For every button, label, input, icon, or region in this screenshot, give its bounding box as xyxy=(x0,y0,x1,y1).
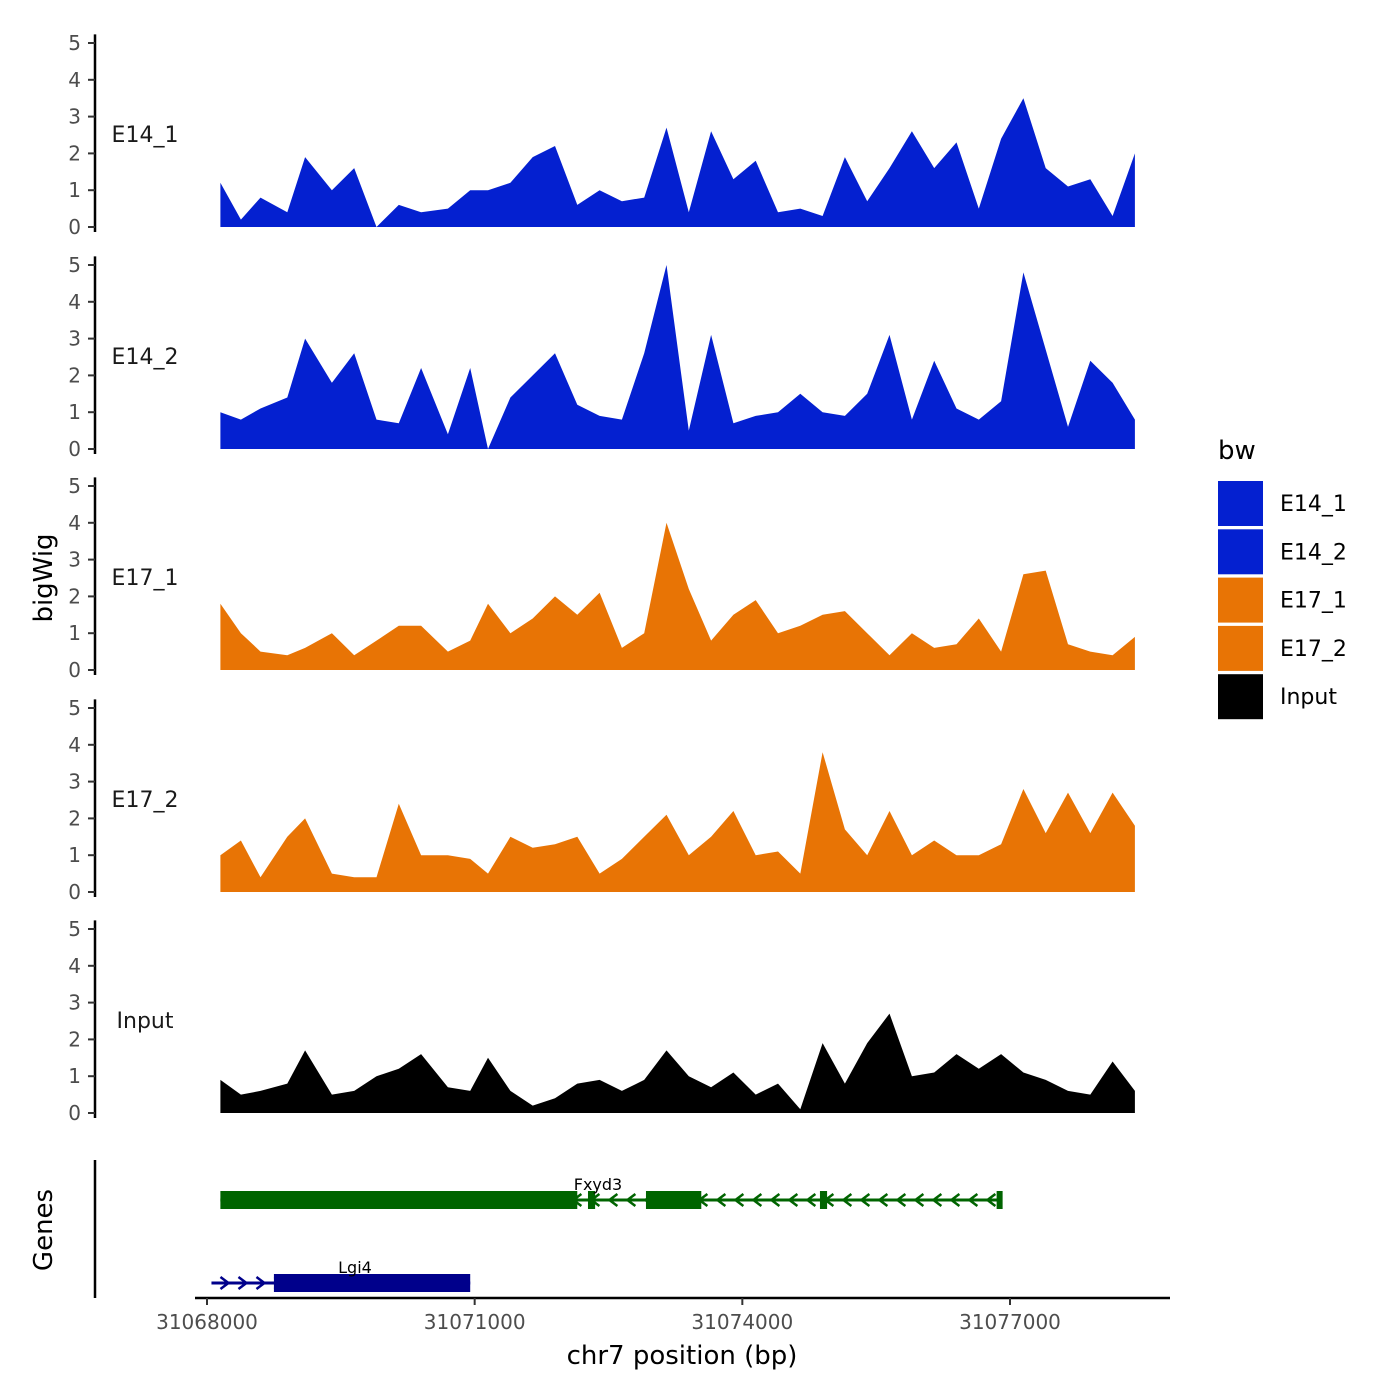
y-tick-label: 1 xyxy=(68,843,81,867)
track-label: E14_1 xyxy=(112,123,179,148)
y-tick-label: 0 xyxy=(68,658,81,682)
y-tick-label: 2 xyxy=(68,584,81,608)
legend-label: E14_1 xyxy=(1280,492,1347,517)
strand-arrow xyxy=(733,1193,745,1207)
genes-axis-title: Genes xyxy=(29,1189,59,1271)
strand-arrow xyxy=(949,1193,961,1207)
genes-layer: Fxyd3 Lgi4 xyxy=(93,1160,1003,1298)
gene-exon xyxy=(220,1191,578,1209)
gene-label: Fxyd3 xyxy=(574,1175,622,1194)
gene-exon xyxy=(273,1274,471,1292)
legend-label: E14_2 xyxy=(1280,540,1347,565)
y-tick-label: 5 xyxy=(68,474,81,498)
track-label: E17_1 xyxy=(112,566,179,591)
y-tick-label: 4 xyxy=(68,733,81,757)
coverage-area xyxy=(220,98,1135,227)
strand-arrow xyxy=(769,1193,781,1207)
strand-arrow xyxy=(805,1193,817,1207)
y-tick-label: 5 xyxy=(68,31,81,55)
strand-arrow xyxy=(877,1193,889,1207)
legend-label: Input xyxy=(1280,685,1337,710)
y-tick-label: 0 xyxy=(68,215,81,239)
legend-swatch xyxy=(1218,481,1263,526)
strand-arrow xyxy=(895,1193,907,1207)
y-tick-label: 3 xyxy=(68,548,81,572)
y-tick-label: 5 xyxy=(68,696,81,720)
legend: bw E14_1 E14_2 E17_1 E17_2 Input xyxy=(1218,436,1347,720)
strand-arrow xyxy=(841,1193,853,1207)
strand-arrow xyxy=(219,1276,231,1290)
gene-lgi4: Lgi4 xyxy=(211,1258,471,1292)
legend-label: E17_1 xyxy=(1280,589,1347,614)
strand-arrow xyxy=(607,1193,619,1207)
y-tick-label: 5 xyxy=(68,917,81,941)
y-tick-label: 3 xyxy=(68,105,81,129)
y-tick-label: 0 xyxy=(68,880,81,904)
y-tick-label: 2 xyxy=(68,806,81,830)
legend-swatch xyxy=(1218,577,1263,623)
strand-arrow xyxy=(255,1276,267,1290)
legend-swatch xyxy=(1218,625,1263,671)
y-tick-label: 0 xyxy=(68,1101,81,1125)
strand-arrow xyxy=(787,1193,799,1207)
y-tick-label: 1 xyxy=(68,1064,81,1088)
legend-title: bw xyxy=(1218,436,1256,466)
y-tick-label: 1 xyxy=(68,621,81,645)
gene-exon xyxy=(996,1191,1003,1209)
gene-fxyd3: Fxyd3 xyxy=(220,1175,1003,1209)
coverage-area xyxy=(220,265,1135,449)
strand-arrow xyxy=(237,1276,249,1290)
y-tick-label: 4 xyxy=(68,290,81,314)
coverage-area xyxy=(220,752,1135,892)
y-tick-label: 2 xyxy=(68,1027,81,1051)
y-axis-title: bigWig xyxy=(29,533,59,622)
strand-arrow xyxy=(751,1193,763,1207)
strand-arrow xyxy=(931,1193,943,1207)
y-tick-label: 4 xyxy=(68,511,81,535)
coverage-area xyxy=(220,1013,1135,1113)
track-e17_1: 0 1 2 3 4 5 E17_1 xyxy=(68,474,1135,682)
y-tick-label: 3 xyxy=(68,770,81,794)
y-tick-label: 1 xyxy=(68,178,81,202)
legend-label: E17_2 xyxy=(1280,637,1347,662)
y-tick-label: 4 xyxy=(68,954,81,978)
gene-exon xyxy=(587,1191,596,1209)
track-e14_1: 0 1 2 3 4 5 E14_1 xyxy=(68,31,1135,239)
legend-swatch xyxy=(1218,529,1263,575)
track-e17_2: 0 1 2 3 4 5 E17_2 xyxy=(68,696,1135,904)
strand-arrow xyxy=(967,1193,979,1207)
gene-label: Lgi4 xyxy=(338,1258,372,1277)
track-label: E17_2 xyxy=(112,788,179,813)
strand-arrow xyxy=(715,1193,727,1207)
coverage-area xyxy=(220,522,1135,670)
x-tick-label: 31074000 xyxy=(691,1310,793,1334)
strand-arrow xyxy=(859,1193,871,1207)
track-label: Input xyxy=(117,1009,174,1034)
y-tick-label: 4 xyxy=(68,68,81,92)
gene-exon xyxy=(645,1191,702,1209)
strand-arrow xyxy=(913,1193,925,1207)
tracks-layer: 0 1 2 3 4 5 E14_1 0 1 2 3 4 5 E14_2 0 1 2 3 4 5 E17_1 0 1 2 3 4 5 E… xyxy=(68,31,1135,1125)
strand-arrow xyxy=(985,1193,997,1207)
y-tick-label: 1 xyxy=(68,400,81,424)
y-tick-label: 2 xyxy=(68,141,81,165)
x-axis: 31068000 31071000 31074000 31077000 xyxy=(156,1296,1170,1334)
track-label: E14_2 xyxy=(112,345,179,370)
y-tick-label: 5 xyxy=(68,253,81,277)
strand-arrow xyxy=(625,1193,637,1207)
y-tick-label: 3 xyxy=(68,327,81,351)
x-tick-label: 31077000 xyxy=(959,1310,1061,1334)
y-tick-label: 0 xyxy=(68,437,81,461)
x-tick-label: 31071000 xyxy=(424,1310,526,1334)
x-axis-title: chr7 position (bp) xyxy=(567,1341,798,1371)
y-tick-label: 3 xyxy=(68,991,81,1015)
gene-exon xyxy=(819,1191,828,1209)
x-tick-label: 31068000 xyxy=(156,1310,258,1334)
y-tick-label: 2 xyxy=(68,363,81,387)
track-input: 0 1 2 3 4 5 Input xyxy=(68,917,1135,1125)
legend-swatch xyxy=(1218,674,1263,720)
track-e14_2: 0 1 2 3 4 5 E14_2 xyxy=(68,253,1135,461)
